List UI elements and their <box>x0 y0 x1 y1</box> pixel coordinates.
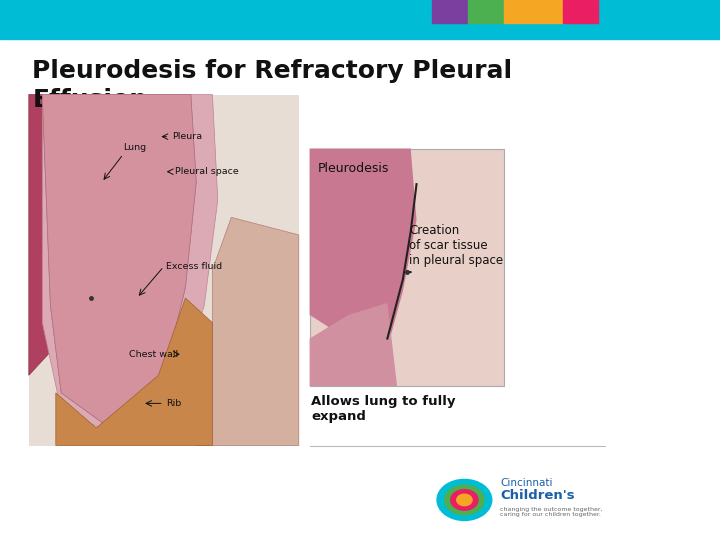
Text: Pleural space: Pleural space <box>175 167 238 176</box>
Circle shape <box>437 480 492 521</box>
Text: Pleura: Pleura <box>172 132 202 141</box>
Polygon shape <box>42 94 196 428</box>
Polygon shape <box>196 217 299 446</box>
Text: Children's: Children's <box>500 489 575 502</box>
Text: Cincinnati: Cincinnati <box>500 477 552 488</box>
Bar <box>468 0 503 23</box>
Bar <box>0 0 720 39</box>
Text: Creation
of scar tissue
in pleural space: Creation of scar tissue in pleural space <box>409 224 503 267</box>
Polygon shape <box>42 94 196 428</box>
Polygon shape <box>56 298 212 446</box>
Circle shape <box>456 494 472 505</box>
Text: Lung: Lung <box>123 143 146 152</box>
Circle shape <box>451 490 478 510</box>
Polygon shape <box>42 94 217 438</box>
Polygon shape <box>310 148 416 362</box>
Bar <box>432 0 467 23</box>
Bar <box>29 94 299 445</box>
Text: Excess fluid: Excess fluid <box>166 262 222 271</box>
Bar <box>504 0 562 23</box>
Text: Chest wall: Chest wall <box>129 350 178 359</box>
Text: Allows lung to fully
expand: Allows lung to fully expand <box>311 395 456 423</box>
Text: Pleurodesis for Refractory Pleural
Effusion: Pleurodesis for Refractory Pleural Effus… <box>32 59 513 112</box>
Polygon shape <box>310 303 397 386</box>
Text: changing the outcome together,
caring for our children together.: changing the outcome together, caring fo… <box>500 507 603 517</box>
Polygon shape <box>29 94 78 375</box>
Circle shape <box>445 485 484 515</box>
Bar <box>310 148 504 386</box>
Text: Rib: Rib <box>166 399 181 408</box>
Text: Pleurodesis: Pleurodesis <box>318 162 390 175</box>
Bar <box>563 0 598 23</box>
